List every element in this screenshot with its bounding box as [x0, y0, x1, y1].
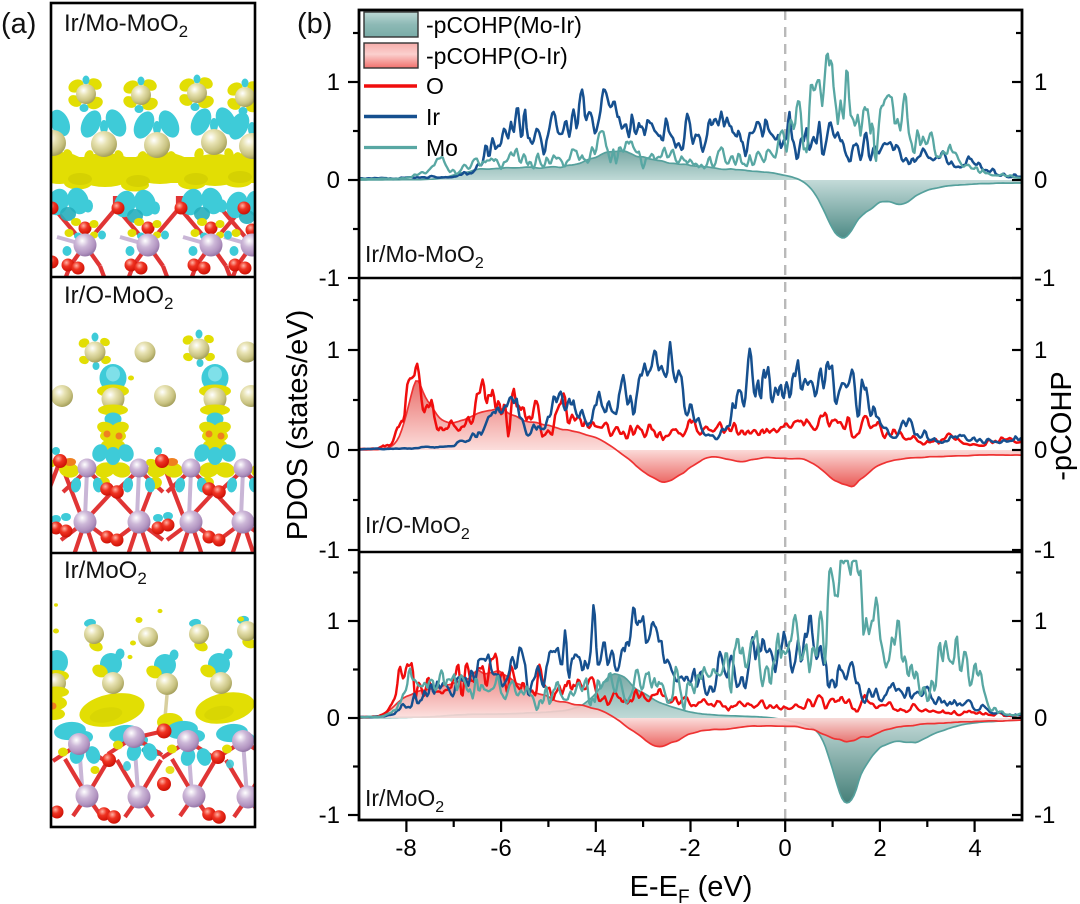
svg-text:-4: -4 — [585, 835, 606, 862]
svg-text:-6: -6 — [490, 835, 511, 862]
svg-text:0: 0 — [1034, 167, 1047, 194]
svg-text:-1: -1 — [319, 802, 340, 829]
svg-text:Ir/MoO2: Ir/MoO2 — [365, 785, 444, 816]
svg-text:0: 0 — [327, 167, 340, 194]
svg-text:1: 1 — [1034, 337, 1047, 364]
svg-text:0: 0 — [327, 705, 340, 732]
svg-text:-1: -1 — [1034, 802, 1055, 829]
svg-text:-pCOHP(Mo-Ir): -pCOHP(Mo-Ir) — [426, 12, 582, 38]
svg-text:-pCOHP: -pCOHP — [1046, 371, 1078, 481]
svg-text:0: 0 — [1034, 705, 1047, 732]
svg-text:-pCOHP(O-Ir): -pCOHP(O-Ir) — [426, 43, 568, 69]
svg-text:1: 1 — [327, 337, 340, 364]
svg-text:Ir/Mo-MoO2: Ir/Mo-MoO2 — [365, 241, 484, 272]
svg-text:0: 0 — [778, 835, 791, 862]
svg-text:1: 1 — [1034, 608, 1047, 635]
svg-text:(b): (b) — [297, 8, 332, 40]
svg-text:(a): (a) — [1, 8, 36, 40]
svg-text:Ir/Mo-MoO2: Ir/Mo-MoO2 — [64, 10, 188, 41]
svg-text:1: 1 — [327, 608, 340, 635]
svg-text:-1: -1 — [1034, 537, 1055, 564]
svg-text:-1: -1 — [319, 537, 340, 564]
svg-text:1: 1 — [327, 69, 340, 96]
svg-text:Ir: Ir — [426, 104, 440, 130]
svg-text:PDOS (states/eV): PDOS (states/eV) — [282, 310, 314, 540]
svg-text:O: O — [426, 73, 444, 99]
svg-text:-8: -8 — [395, 835, 416, 862]
svg-text:-2: -2 — [679, 835, 700, 862]
svg-text:Ir/MoO2: Ir/MoO2 — [64, 557, 147, 588]
svg-text:0: 0 — [1034, 437, 1047, 464]
svg-text:Ir/O-MoO2: Ir/O-MoO2 — [64, 282, 173, 313]
svg-text:Ir/O-MoO2: Ir/O-MoO2 — [365, 512, 470, 543]
svg-text:0: 0 — [327, 437, 340, 464]
svg-text:E-EF (eV): E-EF (eV) — [630, 871, 753, 904]
svg-text:2: 2 — [873, 835, 886, 862]
svg-text:4: 4 — [968, 835, 981, 862]
svg-text:Mo: Mo — [426, 135, 458, 161]
svg-text:-1: -1 — [319, 265, 340, 292]
svg-text:1: 1 — [1034, 69, 1047, 96]
svg-text:-1: -1 — [1034, 265, 1055, 292]
